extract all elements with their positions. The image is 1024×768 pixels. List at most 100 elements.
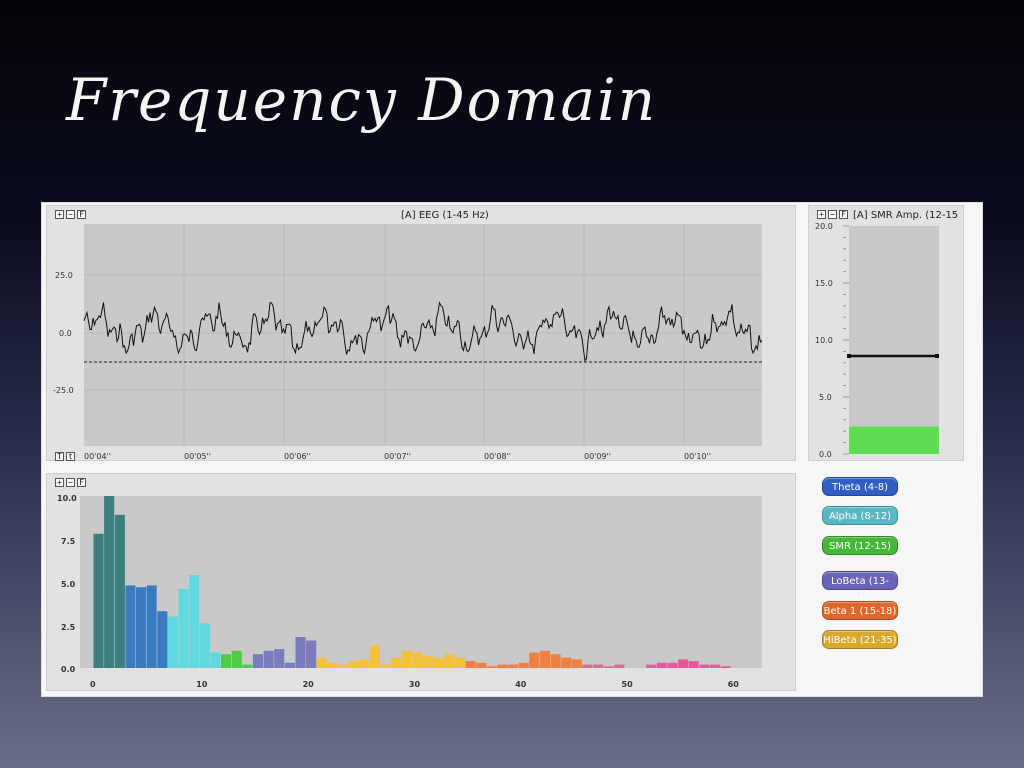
smr-meter[interactable]: 20.0 15.0 10.0 5.0 0.0 — [809, 206, 965, 462]
spectrum-bar — [189, 575, 200, 668]
spectrum-bar — [412, 652, 423, 668]
spectrum-bar — [444, 654, 455, 668]
spectrum-chart[interactable]: 10.0 7.5 5.0 2.5 0.0 0 10 20 30 40 50 60 — [47, 474, 797, 692]
eeg-panel-controls: + − F — [55, 210, 86, 219]
eeg-time-controls: T t — [55, 452, 75, 461]
spectrum-bar — [295, 637, 306, 668]
spectrum-bar — [221, 654, 232, 668]
smr-panel-title: [A] SMR Amp. (12-15 — [853, 210, 959, 221]
spectrum-bar — [306, 640, 317, 668]
eeg-y-tick: -25.0 — [53, 386, 74, 395]
spectrum-bar — [252, 654, 263, 668]
band-button-theta[interactable]: Theta (4-8) — [822, 477, 898, 496]
spectrum-bar — [167, 616, 178, 668]
smr-y-tick: 5.0 — [819, 393, 832, 402]
smr-minor-ticks — [843, 225, 849, 455]
spectrum-x-tick: 0 — [90, 680, 96, 689]
spectrum-bar — [486, 666, 497, 668]
spectrum-bar — [380, 664, 391, 668]
spectrum-bar — [210, 652, 221, 668]
eeg-x-tick: 00'08'' — [484, 452, 511, 461]
smr-level-fill — [849, 426, 939, 454]
smr-panel-controls: + − F — [817, 210, 848, 219]
band-button-beta1[interactable]: Beta 1 (15-18) — [822, 601, 898, 620]
eeg-x-tick: 00'06'' — [284, 452, 311, 461]
spectrum-bar — [348, 661, 359, 668]
spectrum-x-tick: 40 — [515, 680, 527, 689]
spectrum-bar — [720, 666, 731, 668]
spectrum-bar — [125, 585, 136, 668]
spectrum-x-tick: 60 — [728, 680, 740, 689]
spectrum-panel-controls: + − F — [55, 478, 86, 487]
time-compress-button[interactable]: t — [66, 452, 75, 461]
spectrum-bar — [454, 657, 465, 668]
spectrum-bar — [646, 664, 657, 668]
eeg-waveform — [83, 301, 763, 363]
spectrum-bar — [136, 587, 147, 668]
spectrum-y-tick: 0.0 — [61, 665, 76, 674]
spectrum-panel: + − F 10.0 7.5 5.0 2.5 0.0 0 10 20 30 40 50 60 — [46, 473, 796, 691]
spectrum-y-tick: 10.0 — [57, 494, 77, 503]
spectrum-y-tick: 5.0 — [61, 580, 76, 589]
spectrum-bar — [603, 666, 614, 668]
band-button-smr[interactable]: SMR (12-15) — [822, 536, 898, 555]
eeg-x-tick: 00'10'' — [684, 452, 711, 461]
eeg-y-tick: 0.0 — [59, 329, 72, 338]
eeg-x-tick: 00'05'' — [184, 452, 211, 461]
spectrum-x-tick: 20 — [303, 680, 315, 689]
spectrum-bar — [667, 662, 678, 668]
time-expand-button[interactable]: T — [55, 452, 64, 461]
zoom-out-button[interactable]: − — [66, 210, 75, 219]
band-button-lobeta[interactable]: LoBeta (13-21) — [822, 571, 898, 606]
band-button-alpha[interactable]: Alpha (8-12) — [822, 506, 898, 525]
zoom-in-button[interactable]: + — [817, 210, 826, 219]
spectrum-bar — [263, 650, 274, 668]
zoom-out-button[interactable]: − — [828, 210, 837, 219]
spectrum-bar — [582, 664, 593, 668]
eeg-panel: + − F [A] EEG (1-45 Hz) T t 25.0 — [46, 205, 796, 461]
spectrum-bar — [518, 662, 529, 668]
smr-amplitude-panel: + − F [A] SMR Amp. (12-15 20.0 15.0 10.0… — [808, 205, 964, 461]
smr-y-tick: 10.0 — [815, 336, 833, 345]
spectrum-bar — [561, 657, 572, 668]
spectrum-bar — [316, 657, 327, 668]
biofeedback-window: + − F [A] EEG (1-45 Hz) T t 25.0 — [41, 202, 983, 697]
zoom-in-button[interactable]: + — [55, 478, 64, 487]
spectrum-bar — [593, 664, 604, 668]
eeg-x-tick: 00'04'' — [84, 452, 111, 461]
spectrum-bar — [423, 656, 434, 668]
spectrum-bar — [401, 650, 412, 668]
spectrum-x-tick: 50 — [622, 680, 634, 689]
spectrum-bar — [678, 659, 689, 668]
spectrum-y-tick: 7.5 — [61, 537, 76, 546]
spectrum-bar — [391, 657, 402, 668]
spectrum-bar — [359, 659, 370, 668]
zoom-in-button[interactable]: + — [55, 210, 64, 219]
smr-threshold-line[interactable] — [847, 353, 939, 358]
spectrum-bar — [284, 662, 295, 668]
spectrum-bar — [656, 662, 667, 668]
spectrum-bar — [710, 664, 721, 668]
slide-title: Frequency Domain — [66, 66, 658, 134]
fit-button[interactable]: F — [77, 210, 86, 219]
spectrum-bar — [529, 652, 540, 668]
fit-button[interactable]: F — [839, 210, 848, 219]
spectrum-y-tick: 2.5 — [61, 623, 76, 632]
band-button-hibeta[interactable]: HiBeta (21-35) — [822, 630, 898, 649]
eeg-plot[interactable]: 25.0 0.0 -25.0 00'04'' 00'05'' 00'06'' 0… — [47, 206, 797, 462]
spectrum-bar — [497, 664, 508, 668]
spectrum-bar — [433, 657, 444, 668]
eeg-x-tick: 00'07'' — [384, 452, 411, 461]
fit-button[interactable]: F — [77, 478, 86, 487]
spectrum-bar — [369, 645, 380, 668]
spectrum-bar — [93, 533, 104, 668]
eeg-gridlines — [84, 224, 762, 446]
spectrum-bar — [699, 664, 710, 668]
spectrum-x-tick: 30 — [409, 680, 421, 689]
spectrum-bar — [114, 514, 125, 668]
spectrum-bar — [688, 661, 699, 668]
smr-y-tick: 0.0 — [819, 450, 832, 459]
spectrum-bar — [146, 585, 157, 668]
spectrum-bar — [508, 664, 519, 668]
zoom-out-button[interactable]: − — [66, 478, 75, 487]
